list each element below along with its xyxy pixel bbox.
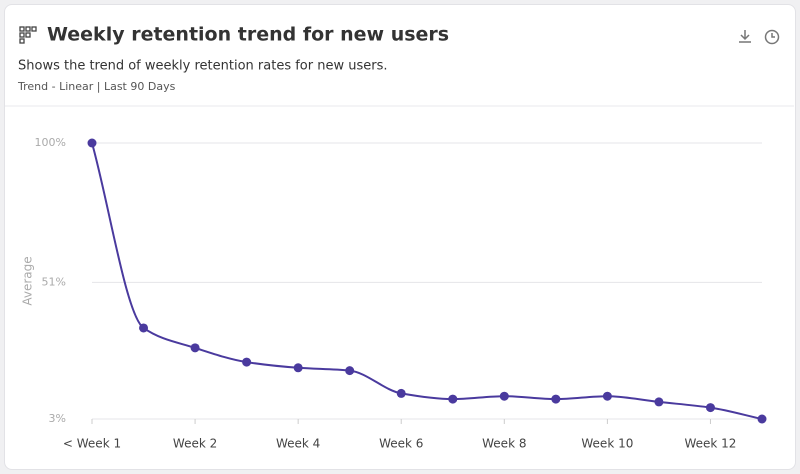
data-point (448, 394, 458, 404)
x-tick-label: < Week 1 (63, 437, 121, 451)
data-point (345, 366, 355, 376)
x-tick-label: Week 10 (581, 437, 633, 451)
data-point (396, 388, 406, 398)
x-tick-label: Week 2 (173, 437, 217, 451)
y-tick-label: 100% (35, 136, 66, 149)
data-point (757, 414, 767, 424)
grid-icon (19, 26, 37, 44)
meta: Trend - Linear | Last 90 Days (17, 80, 176, 93)
data-point (293, 363, 303, 373)
y-tick-label: 3% (49, 412, 66, 425)
x-tick-label: Week 4 (276, 437, 320, 451)
data-point (242, 357, 252, 367)
data-point (499, 391, 509, 401)
trend-line (91, 142, 763, 420)
title: Weekly retention trend for new users (47, 24, 449, 46)
data-point (705, 403, 715, 413)
data-point (190, 343, 200, 353)
x-tick-label: Week 6 (379, 437, 423, 451)
x-tick-label: Week 12 (684, 437, 736, 451)
subtitle: Shows the trend of weekly retention rate… (18, 59, 388, 74)
data-point (654, 397, 664, 407)
data-point (551, 394, 561, 404)
data-point (87, 138, 97, 148)
y-tick-label: 51% (42, 275, 66, 288)
history-button[interactable] (764, 29, 780, 45)
y-axis-label: Average (21, 256, 35, 305)
x-tick-label: Week 8 (482, 437, 526, 451)
download-button[interactable] (739, 30, 751, 43)
data-point (602, 391, 612, 401)
data-point (139, 323, 149, 333)
